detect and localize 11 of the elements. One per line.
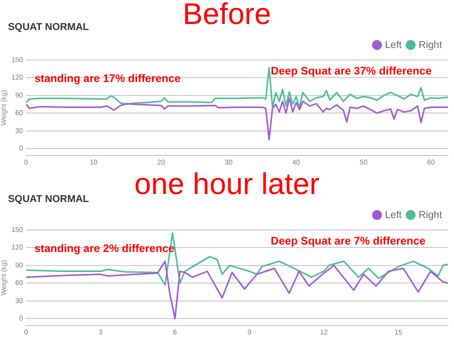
chart-title: Before <box>182 0 272 31</box>
chart-title: one hour later <box>134 168 320 201</box>
annotation: Deep Squat are 37% difference <box>270 66 432 78</box>
legend-label: Left <box>384 210 402 221</box>
legend-label: Right <box>418 40 442 51</box>
annotation: Deep Squat are 7% difference <box>270 236 426 248</box>
annotation: standing are 17% difference <box>34 73 181 86</box>
legend-label: Right <box>418 210 442 221</box>
legend-label: Left <box>384 40 402 51</box>
chart-subtitle: SQUAT NORMAL <box>8 194 89 205</box>
chart-subtitle: SQUAT NORMAL <box>8 22 89 33</box>
